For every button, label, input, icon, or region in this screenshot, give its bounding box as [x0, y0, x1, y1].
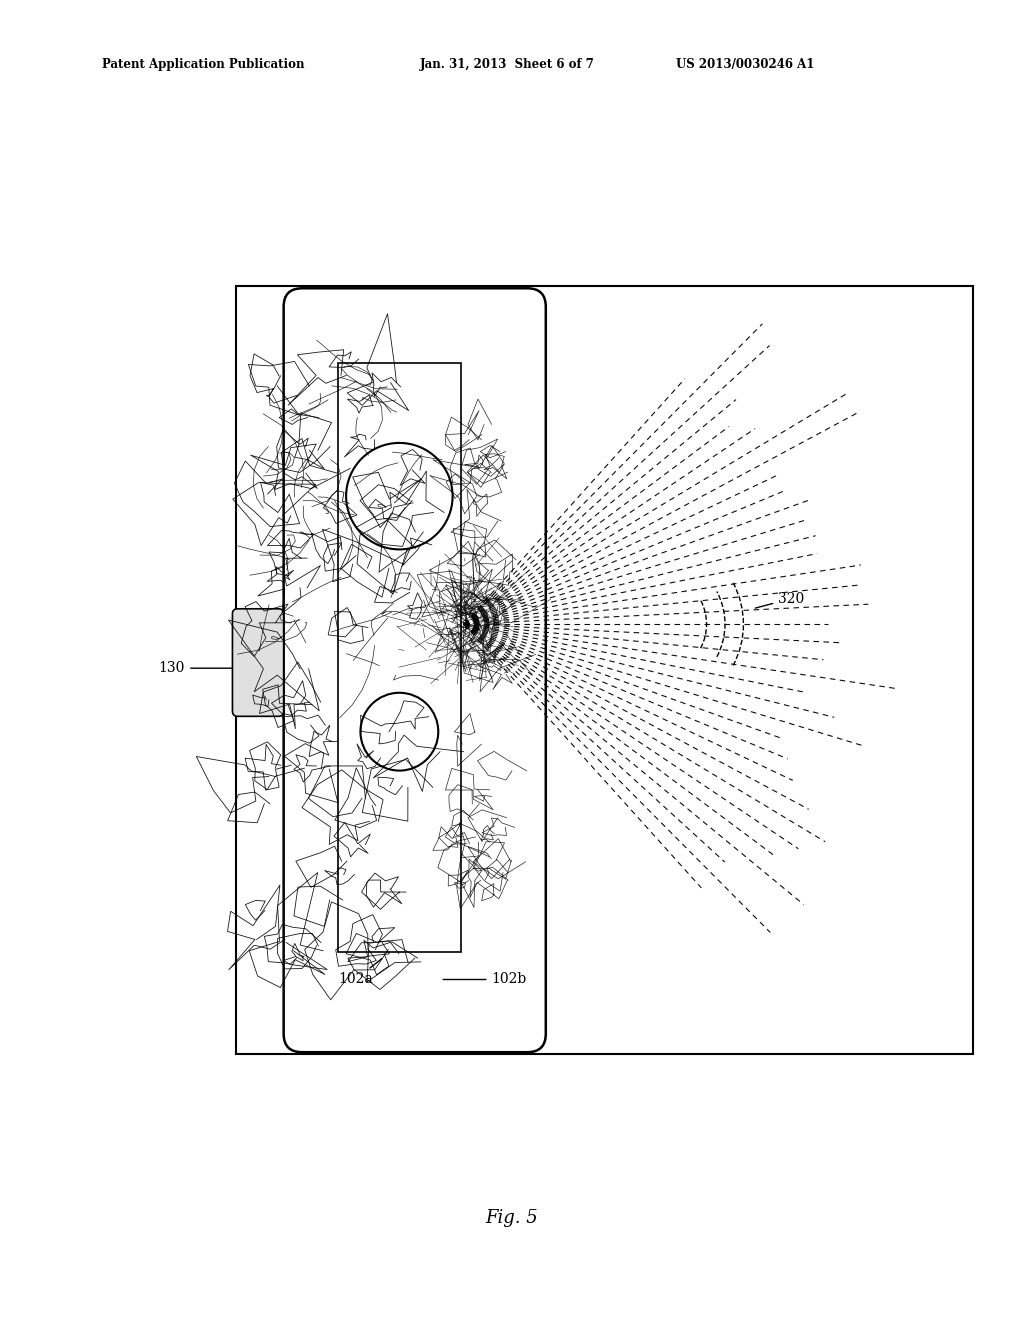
- Bar: [338, 363, 461, 952]
- FancyBboxPatch shape: [284, 288, 546, 1052]
- Text: Fig. 5: Fig. 5: [485, 1209, 539, 1228]
- Text: 130: 130: [159, 661, 253, 676]
- Text: 102b: 102b: [443, 973, 526, 986]
- Text: Jan. 31, 2013  Sheet 6 of 7: Jan. 31, 2013 Sheet 6 of 7: [420, 58, 595, 71]
- Text: Patent Application Publication: Patent Application Publication: [102, 58, 305, 71]
- Text: US 2013/0030246 A1: US 2013/0030246 A1: [676, 58, 814, 71]
- Circle shape: [346, 444, 453, 549]
- Text: 102a: 102a: [338, 958, 382, 986]
- Text: 320: 320: [756, 591, 805, 609]
- Bar: [236, 286, 973, 1055]
- FancyBboxPatch shape: [232, 609, 284, 717]
- Circle shape: [360, 693, 438, 771]
